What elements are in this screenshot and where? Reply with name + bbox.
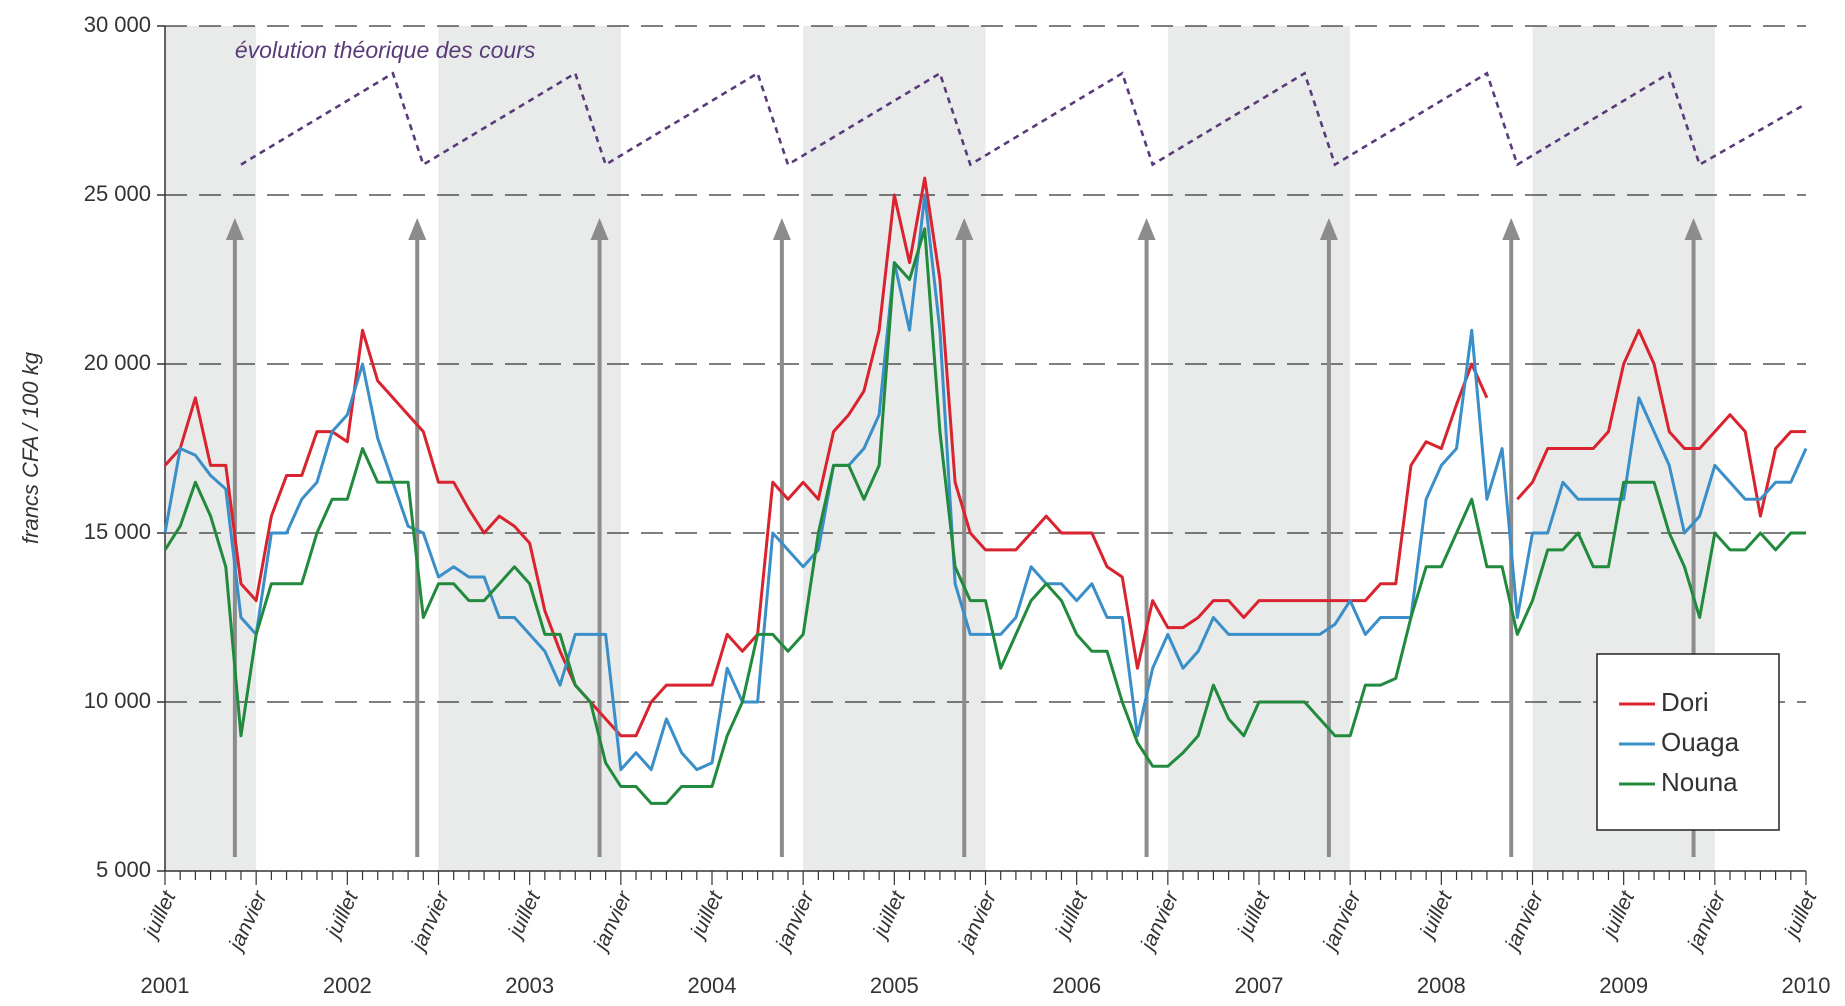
shaded-band (438, 26, 621, 871)
series-line (163, 227, 1806, 805)
y-tick-label: 10 000 (84, 688, 151, 713)
year-label: 2010 (1782, 973, 1831, 998)
x-tick-label: janvier (1682, 887, 1731, 956)
theoretical-label: évolution théorique des cours (235, 37, 536, 63)
x-tick-label: juillet (868, 887, 911, 944)
year-label: 2006 (1052, 973, 1101, 998)
legend-box (1596, 653, 1780, 831)
x-tick-label: juillet (1232, 887, 1275, 944)
arrow-head (225, 218, 244, 240)
arrow-head (1684, 218, 1703, 240)
arrow-head (1319, 218, 1338, 240)
arrow-head (408, 218, 427, 240)
legend-label: Ouaga (1661, 727, 1740, 757)
x-tick-label: janvier (406, 887, 455, 956)
year-label: 2003 (505, 973, 554, 998)
x-tick-label: juillet (685, 887, 728, 944)
arrow-head (1137, 218, 1156, 240)
shaded-band (1167, 26, 1351, 871)
x-tick-label: juillet (1779, 887, 1822, 944)
shaded-band (803, 26, 986, 871)
x-tick-label: janvier (223, 887, 272, 956)
x-tick-label: juillet (1050, 887, 1093, 944)
x-tick-label: juillet (1597, 887, 1640, 944)
year-label: 2009 (1599, 973, 1648, 998)
x-tick-label: juillet (321, 887, 364, 944)
arrow-head (772, 218, 791, 240)
y-tick-label: 30 000 (84, 12, 151, 37)
year-label: 2005 (870, 973, 919, 998)
year-label: 2001 (141, 973, 190, 998)
year-label: 2007 (1235, 973, 1284, 998)
x-tick-label: juillet (503, 887, 546, 944)
legend-label: Nouna (1661, 767, 1738, 797)
arrow-head (955, 218, 974, 240)
x-tick-label: juillet (138, 887, 181, 944)
arrow-head (1502, 218, 1521, 240)
legend-label: Dori (1661, 687, 1709, 717)
x-tick-label: janvier (1500, 887, 1549, 956)
y-tick-label: 25 000 (84, 181, 151, 206)
x-tick-label: janvier (953, 887, 1002, 956)
series-line (163, 176, 1806, 738)
y-axis-label: francs CFA / 100 kg (18, 351, 43, 544)
x-tick-label: janvier (588, 887, 637, 956)
series-line (163, 193, 1808, 772)
x-tick-label: juillet (1415, 887, 1458, 944)
arrow-head (590, 218, 609, 240)
x-tick-label: janvier (1135, 887, 1184, 956)
year-label: 2008 (1417, 973, 1466, 998)
y-tick-label: 15 000 (84, 519, 151, 544)
theoretical-line (240, 71, 1807, 167)
year-label: 2004 (688, 973, 737, 998)
year-label: 2002 (323, 973, 372, 998)
x-tick-label: janvier (1317, 887, 1366, 956)
y-tick-label: 5 000 (96, 857, 151, 882)
y-tick-label: 20 000 (84, 350, 151, 375)
x-tick-label: janvier (770, 887, 819, 956)
